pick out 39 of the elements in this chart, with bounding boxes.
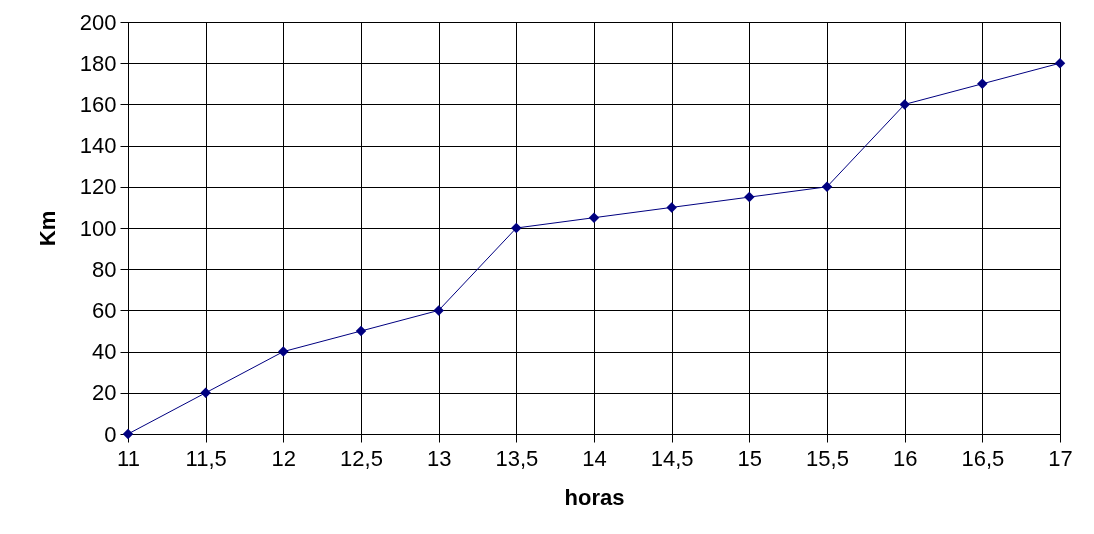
y-tick-label: 80 [92, 256, 117, 282]
y-tick-label: 40 [92, 339, 117, 365]
x-tick-label: 16 [892, 445, 918, 471]
x-tick-label: 12,5 [340, 445, 383, 471]
y-tick-label: 180 [79, 50, 117, 76]
x-tick-label: 14,5 [650, 445, 694, 471]
point [511, 222, 522, 234]
point [355, 325, 367, 337]
point [977, 78, 988, 90]
y-axis-title: Km [34, 210, 60, 247]
point [821, 181, 833, 193]
y-tick-label: 60 [92, 297, 117, 323]
x-tick-label: 14 [582, 445, 607, 471]
y-tick-label: 200 [79, 9, 117, 35]
y-tick-label: 20 [92, 380, 117, 406]
point [278, 346, 289, 357]
x-tick-label: 16,5 [961, 445, 1005, 471]
x-axis-title: horas [564, 484, 625, 510]
point [122, 428, 134, 440]
point [200, 387, 211, 399]
x-tick-label: 15 [737, 445, 763, 471]
y-tick-label: 0 [104, 421, 117, 447]
x-tick-label: 13,5 [495, 445, 539, 471]
point [899, 99, 910, 110]
point [744, 191, 755, 203]
x-tick-label: 11,5 [185, 445, 227, 471]
point [433, 305, 444, 316]
x-tick-label: 12 [271, 445, 297, 471]
point [588, 212, 600, 223]
y-tick-label: 120 [79, 174, 117, 200]
x-tick-label: 11 [117, 445, 140, 471]
point [666, 202, 677, 213]
y-tick-label: 100 [79, 215, 117, 241]
point [1054, 57, 1066, 69]
x-tick-label: 15,5 [806, 445, 849, 471]
x-tick-label: 17 [1048, 445, 1073, 471]
y-tick-label: 160 [79, 91, 117, 117]
x-tick-label: 13 [426, 445, 452, 471]
y-tick-label: 140 [79, 133, 117, 159]
